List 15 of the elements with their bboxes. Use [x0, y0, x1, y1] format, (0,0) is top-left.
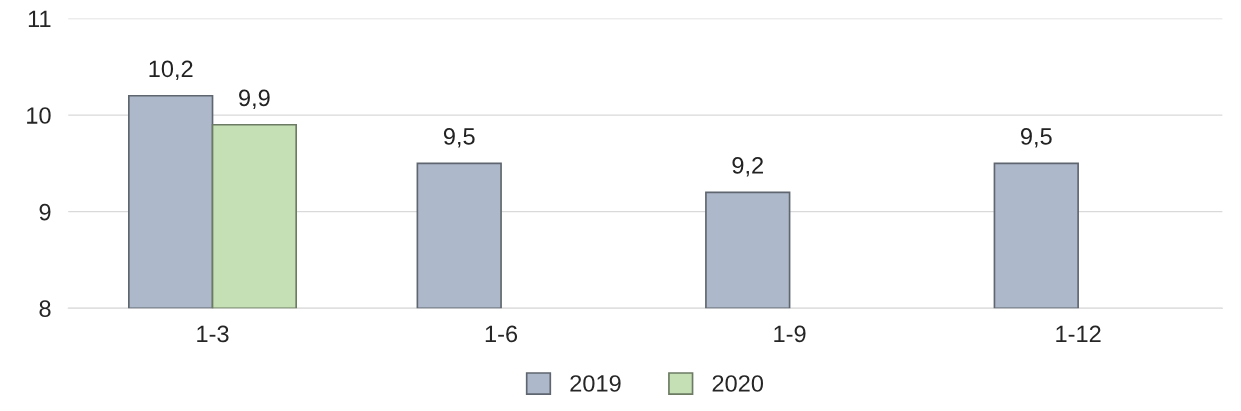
legend-label: 2019	[570, 375, 621, 392]
x-tick-label: 1-3	[197, 325, 229, 343]
x-tick-label: 1-12	[1056, 325, 1101, 343]
x-tick-label: 1-9	[774, 325, 806, 343]
data-label: 9,5	[1020, 128, 1052, 148]
data-label: 10,2	[149, 60, 193, 80]
y-tick-label: 9	[39, 203, 51, 221]
y-tick-label: 8	[39, 300, 51, 318]
x-tick-label: 1-6	[485, 325, 518, 343]
data-label: 9,9	[239, 89, 270, 109]
y-tick-label: 11	[28, 10, 51, 28]
y-tick-label: 10	[27, 107, 51, 124]
data-label: 9,2	[732, 157, 763, 177]
legend-label: 2020	[712, 375, 764, 392]
data-label: 9,5	[443, 128, 475, 148]
